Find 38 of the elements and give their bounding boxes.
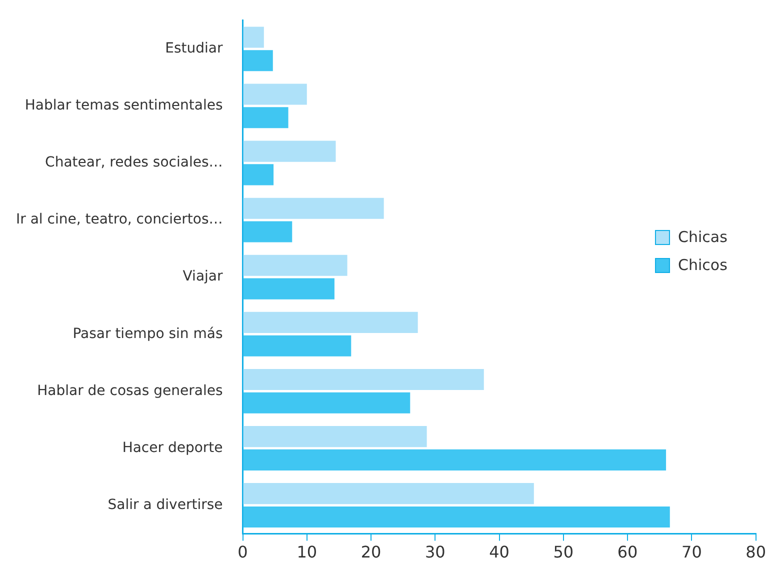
bar	[243, 368, 484, 390]
x-tick-label: 70	[682, 542, 702, 562]
y-tick-label: Hablar temas sentimentales	[24, 98, 223, 114]
x-tick-label: 0	[238, 542, 248, 562]
y-tick-label: Salir a divertirse	[108, 496, 223, 513]
x-tick-label: 80	[746, 542, 766, 562]
y-tick-label: Pasar tiempo sin más	[72, 326, 223, 342]
bar	[243, 506, 670, 528]
bar	[243, 392, 410, 414]
x-tick-label: 30	[424, 542, 446, 562]
x-tick-label: 20	[360, 542, 382, 562]
legend-label: Chicos	[678, 256, 728, 274]
bar	[243, 107, 288, 128]
bar	[243, 221, 292, 242]
x-tick-label: 50	[553, 542, 574, 562]
bar	[243, 335, 352, 356]
bar	[243, 426, 427, 448]
bar	[243, 278, 334, 300]
y-tick-label: Estudiar	[165, 40, 223, 57]
y-tick-label: Hablar de cosas generales	[37, 382, 223, 399]
x-tick-label: 10	[296, 542, 318, 562]
legend-label: Chicas	[678, 228, 728, 246]
bar	[243, 84, 307, 105]
bar	[243, 254, 348, 276]
x-tick-label: 40	[489, 542, 510, 562]
y-tick-label: Viajar	[182, 268, 223, 285]
bar	[243, 26, 264, 48]
y-tick-label: Chatear, redes sociales…	[45, 154, 223, 171]
y-tick-label: Ir al cine, teatro, conciertos…	[16, 212, 223, 228]
bar	[243, 140, 336, 162]
bar	[243, 483, 534, 504]
x-tick-label: 60	[617, 542, 638, 562]
bar	[243, 50, 273, 72]
bar	[243, 164, 274, 186]
bar	[243, 449, 666, 470]
y-tick-label: Hacer deporte	[122, 440, 223, 456]
bar	[243, 312, 418, 333]
bar	[243, 198, 384, 219]
